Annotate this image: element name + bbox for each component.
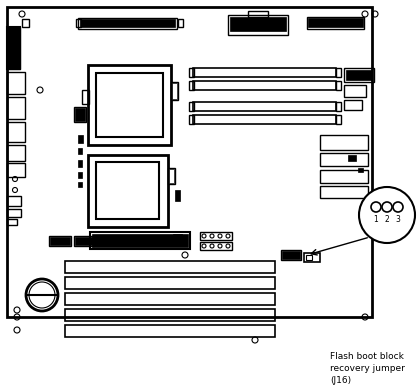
Bar xyxy=(65,309,275,321)
Bar xyxy=(75,237,93,245)
Bar xyxy=(7,122,25,142)
Text: Flash boot block
recovery jumper
(J16): Flash boot block recovery jumper (J16) xyxy=(330,352,405,385)
Bar xyxy=(173,234,182,243)
Bar xyxy=(189,68,194,77)
Bar xyxy=(92,234,188,247)
Bar xyxy=(7,196,21,206)
Bar xyxy=(308,18,363,27)
Bar xyxy=(7,145,25,161)
Text: 3: 3 xyxy=(396,214,401,223)
Bar xyxy=(172,83,177,99)
Bar xyxy=(175,190,180,201)
Bar xyxy=(65,325,275,337)
Bar xyxy=(248,11,268,17)
Bar xyxy=(88,155,168,227)
Bar xyxy=(320,186,368,198)
Bar xyxy=(336,81,341,90)
Bar xyxy=(320,153,368,166)
Bar xyxy=(307,17,364,29)
Bar xyxy=(96,162,159,219)
Bar xyxy=(96,73,163,137)
Bar xyxy=(228,15,288,35)
Bar xyxy=(344,85,366,97)
Bar xyxy=(74,107,86,122)
Bar xyxy=(76,19,81,27)
Bar xyxy=(281,250,301,260)
Circle shape xyxy=(359,187,415,243)
Bar xyxy=(90,232,190,249)
Bar xyxy=(78,160,82,167)
Bar xyxy=(65,261,275,273)
Bar xyxy=(344,68,374,82)
Bar xyxy=(320,170,368,183)
Bar xyxy=(49,236,71,246)
Bar xyxy=(358,168,363,172)
Bar xyxy=(282,251,300,259)
Bar xyxy=(193,102,336,111)
Bar xyxy=(50,237,70,245)
Bar xyxy=(78,148,82,154)
Bar xyxy=(200,232,232,240)
Bar xyxy=(193,81,336,90)
Bar xyxy=(336,102,341,111)
Bar xyxy=(336,68,341,77)
Text: 2: 2 xyxy=(385,214,389,223)
Bar xyxy=(7,27,20,69)
Bar xyxy=(82,90,89,104)
Bar xyxy=(304,253,320,262)
Bar xyxy=(78,172,82,178)
Bar xyxy=(363,200,372,205)
Bar xyxy=(78,18,177,29)
Bar xyxy=(189,102,194,111)
Bar xyxy=(80,19,175,27)
Bar xyxy=(78,135,83,143)
Bar xyxy=(320,135,368,150)
Bar xyxy=(7,209,21,217)
Bar xyxy=(65,277,275,289)
Bar xyxy=(193,68,336,77)
Bar xyxy=(75,108,85,121)
Bar xyxy=(344,100,362,110)
Bar xyxy=(7,219,17,225)
Bar xyxy=(230,17,286,31)
Bar xyxy=(7,97,25,119)
Bar xyxy=(189,115,194,124)
Bar xyxy=(7,27,20,69)
Bar xyxy=(7,7,372,317)
Bar xyxy=(168,168,175,184)
Bar xyxy=(22,19,29,27)
Bar xyxy=(348,155,356,161)
Bar xyxy=(169,169,174,183)
Bar xyxy=(193,115,336,124)
Text: 1: 1 xyxy=(374,214,378,223)
Bar xyxy=(7,163,25,177)
Bar xyxy=(78,182,82,187)
Bar xyxy=(65,293,275,305)
Bar xyxy=(171,82,178,100)
Bar xyxy=(346,70,372,80)
Bar xyxy=(306,255,312,260)
Bar xyxy=(88,65,171,145)
Bar xyxy=(178,19,183,27)
Bar xyxy=(200,242,232,250)
Bar xyxy=(7,72,25,94)
Bar xyxy=(74,236,94,246)
Bar xyxy=(336,115,341,124)
Bar xyxy=(189,81,194,90)
